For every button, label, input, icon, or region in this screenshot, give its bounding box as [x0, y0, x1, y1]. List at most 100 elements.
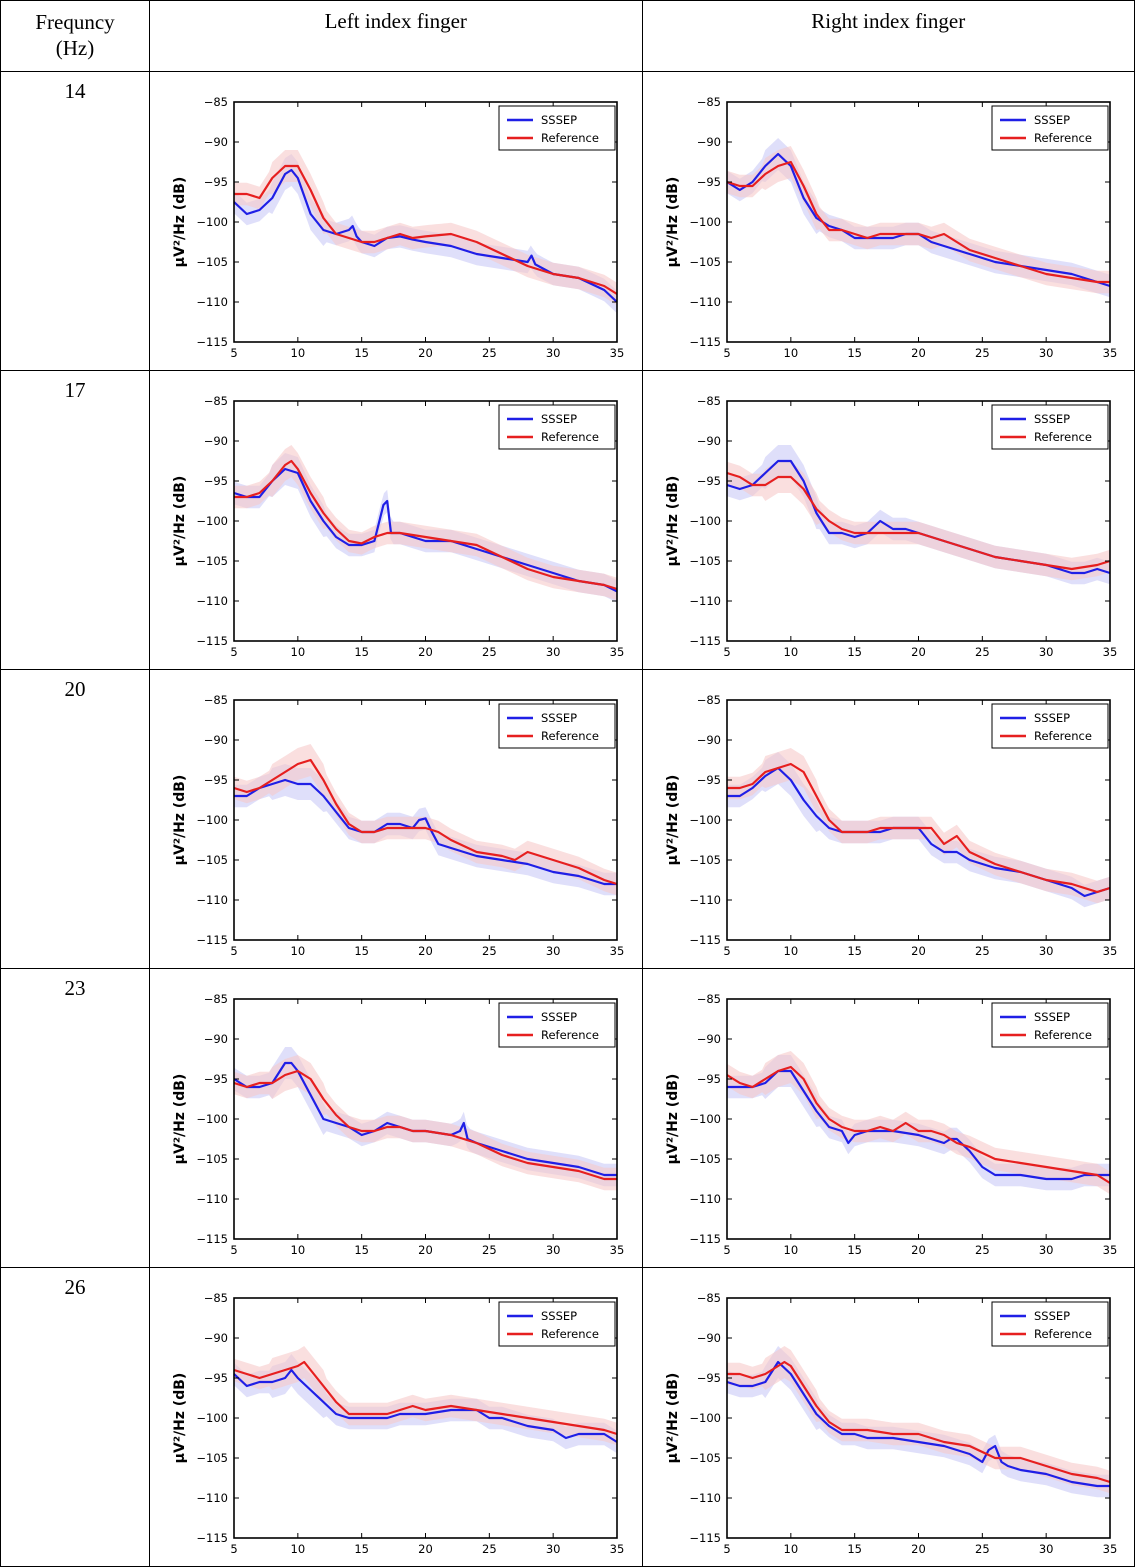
- x-tick-label: 15: [354, 944, 369, 958]
- y-tick-label: −85: [696, 693, 720, 707]
- y-tick-label: −115: [689, 634, 721, 648]
- y-tick-label: −95: [204, 1072, 228, 1086]
- x-tick-label: 10: [291, 1243, 306, 1257]
- x-tick-label: 10: [783, 645, 798, 659]
- y-tick-label: −90: [204, 434, 228, 448]
- y-tick-label: −85: [204, 1291, 228, 1305]
- y-tick-label: −85: [204, 992, 228, 1006]
- x-tick-label: 30: [546, 346, 561, 360]
- x-tick-label: 20: [418, 1542, 433, 1556]
- legend-label: SSSEP: [541, 1010, 577, 1024]
- y-tick-label: −115: [689, 933, 721, 947]
- y-tick-label: −95: [204, 175, 228, 189]
- y-tick-label: −110: [689, 295, 721, 309]
- x-tick-label: 5: [230, 944, 237, 958]
- y-tick-label: −90: [204, 733, 228, 747]
- y-axis-label: μV²/Hz (dB): [665, 775, 681, 866]
- y-tick-label: −85: [696, 95, 720, 109]
- y-tick-label: −115: [196, 634, 228, 648]
- y-tick-label: −90: [696, 1331, 720, 1345]
- x-tick-label: 35: [610, 1542, 625, 1556]
- y-tick-label: −95: [696, 1072, 720, 1086]
- x-tick-label: 5: [723, 1542, 730, 1556]
- x-tick-label: 5: [723, 645, 730, 659]
- y-tick-label: −100: [196, 813, 228, 827]
- frequency-label: 26: [1, 1268, 150, 1567]
- legend-label: Reference: [541, 729, 599, 743]
- x-tick-label: 5: [723, 1243, 730, 1257]
- x-tick-label: 10: [783, 1243, 798, 1257]
- legend-label: Reference: [1034, 729, 1092, 743]
- y-tick-label: −85: [204, 95, 228, 109]
- y-tick-label: −95: [696, 175, 720, 189]
- x-tick-label: 5: [230, 1542, 237, 1556]
- y-tick-label: −115: [196, 1531, 228, 1545]
- x-tick-label: 20: [418, 346, 433, 360]
- y-tick-label: −95: [696, 773, 720, 787]
- legend-label: SSSEP: [541, 711, 577, 725]
- x-tick-label: 35: [1102, 944, 1117, 958]
- x-tick-label: 25: [482, 1542, 497, 1556]
- y-tick-label: −110: [196, 295, 228, 309]
- y-tick-label: −90: [204, 135, 228, 149]
- y-tick-label: −110: [689, 1192, 721, 1206]
- y-axis-label: μV²/Hz (dB): [172, 1373, 188, 1464]
- y-axis-label: μV²/Hz (dB): [172, 177, 188, 268]
- y-axis-label: μV²/Hz (dB): [172, 476, 188, 567]
- y-tick-label: −100: [196, 215, 228, 229]
- y-axis-label: μV²/Hz (dB): [665, 177, 681, 268]
- x-tick-label: 5: [230, 1243, 237, 1257]
- x-tick-label: 10: [291, 944, 306, 958]
- x-tick-label: 35: [610, 645, 625, 659]
- x-tick-label: 20: [911, 346, 926, 360]
- x-tick-label: 35: [610, 944, 625, 958]
- y-tick-label: −110: [196, 893, 228, 907]
- legend-label: SSSEP: [541, 1309, 577, 1323]
- reference-band: [234, 150, 617, 305]
- y-tick-label: −90: [696, 135, 720, 149]
- x-tick-label: 25: [975, 1542, 990, 1556]
- x-tick-label: 20: [418, 1243, 433, 1257]
- y-tick-label: −105: [196, 554, 228, 568]
- y-tick-label: −105: [689, 1451, 721, 1465]
- frequency-label: 20: [1, 670, 150, 969]
- y-tick-label: −95: [696, 474, 720, 488]
- y-tick-label: −100: [689, 514, 721, 528]
- y-tick-label: −115: [689, 1232, 721, 1246]
- x-tick-label: 30: [1038, 1243, 1053, 1257]
- reference-band: [234, 1055, 617, 1190]
- x-tick-label: 10: [783, 1542, 798, 1556]
- x-tick-label: 35: [610, 346, 625, 360]
- y-tick-label: −115: [196, 1232, 228, 1246]
- x-tick-label: 25: [975, 1243, 990, 1257]
- x-tick-label: 25: [975, 645, 990, 659]
- x-tick-label: 20: [911, 1542, 926, 1556]
- x-tick-label: 30: [546, 1542, 561, 1556]
- legend-label: SSSEP: [1034, 711, 1070, 725]
- x-tick-label: 30: [1038, 1542, 1053, 1556]
- x-tick-label: 15: [847, 1243, 862, 1257]
- y-tick-label: −85: [204, 394, 228, 408]
- y-tick-label: −105: [196, 1451, 228, 1465]
- x-tick-label: 15: [354, 645, 369, 659]
- x-tick-label: 15: [847, 944, 862, 958]
- x-tick-label: 20: [911, 944, 926, 958]
- y-tick-label: −110: [196, 1192, 228, 1206]
- frequency-label: 14: [1, 72, 150, 371]
- x-tick-label: 5: [230, 645, 237, 659]
- reference-band: [727, 461, 1110, 580]
- y-axis-label: μV²/Hz (dB): [172, 1074, 188, 1165]
- corner-header-line-2: (Hz): [1, 35, 149, 61]
- column-header-left: Left index finger: [150, 1, 643, 72]
